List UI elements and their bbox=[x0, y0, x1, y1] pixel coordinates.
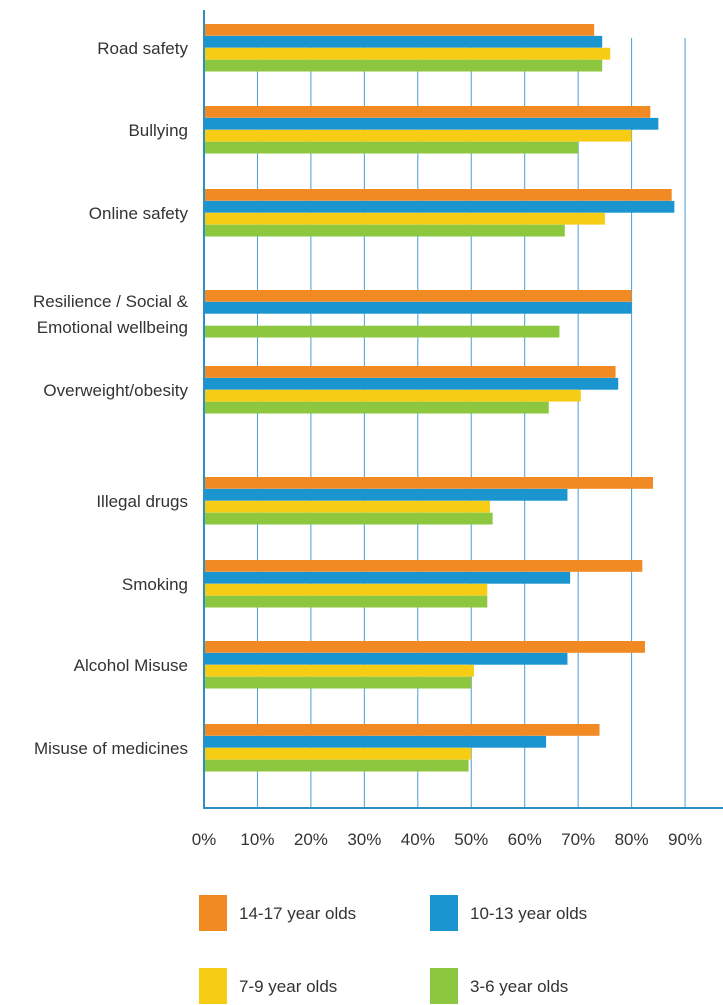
x-tick-label-50: 50% bbox=[454, 830, 488, 849]
bar-0-1 bbox=[204, 35, 603, 48]
category-label-3-line-1: Emotional wellbeing bbox=[37, 318, 188, 337]
x-tick-label-80: 80% bbox=[615, 830, 649, 849]
bar-0-3 bbox=[204, 59, 603, 72]
bar-2-0 bbox=[204, 189, 672, 201]
x-tick-label-10: 10% bbox=[240, 830, 274, 849]
bar-3-1 bbox=[204, 301, 632, 314]
legend-swatch-0 bbox=[199, 895, 227, 931]
bar-3-0 bbox=[204, 290, 632, 302]
legend-label-0: 14-17 year olds bbox=[239, 904, 356, 923]
category-label-6: Smoking bbox=[122, 575, 188, 594]
bar-4-2 bbox=[204, 389, 581, 402]
bar-8-3 bbox=[204, 759, 469, 772]
legend-label-2: 7-9 year olds bbox=[239, 977, 337, 996]
bar-5-1 bbox=[204, 488, 568, 501]
category-label-7: Alcohol Misuse bbox=[74, 656, 188, 675]
axes bbox=[203, 10, 723, 809]
bar-0-2 bbox=[204, 47, 611, 60]
legend-label-3: 3-6 year olds bbox=[470, 977, 568, 996]
category-label-5: Illegal drugs bbox=[96, 492, 188, 511]
legend-label-1: 10-13 year olds bbox=[470, 904, 587, 923]
bar-7-2 bbox=[204, 664, 474, 677]
category-label-0: Road safety bbox=[97, 39, 188, 58]
bar-6-2 bbox=[204, 583, 488, 596]
bar-7-0 bbox=[204, 641, 645, 653]
grid-lines bbox=[256, 38, 686, 808]
bar-6-0 bbox=[204, 560, 643, 572]
bar-3-3 bbox=[204, 325, 560, 338]
legend: 14-17 year olds 10-13 year olds 7-9 year o… bbox=[199, 895, 587, 1004]
bar-4-3 bbox=[204, 401, 549, 414]
bar-5-0 bbox=[204, 477, 653, 489]
bar-6-3 bbox=[204, 595, 488, 608]
x-tick-label-40: 40% bbox=[401, 830, 435, 849]
category-label-4: Overweight/obesity bbox=[43, 381, 188, 400]
bar-2-2 bbox=[204, 212, 605, 225]
bar-1-1 bbox=[204, 117, 659, 130]
bar-0-0 bbox=[204, 24, 595, 36]
legend-swatch-2 bbox=[199, 968, 227, 1004]
category-labels: Road safety Bullying Online safety Resilien… bbox=[33, 39, 189, 758]
legend-swatch-3 bbox=[430, 968, 458, 1004]
bar-1-2 bbox=[204, 129, 632, 142]
category-label-8: Misuse of medicines bbox=[34, 739, 188, 758]
bar-5-3 bbox=[204, 512, 493, 525]
x-tick-label-70: 70% bbox=[561, 830, 595, 849]
category-label-2: Online safety bbox=[89, 204, 189, 223]
bar-1-3 bbox=[204, 141, 579, 154]
x-tick-label-90: 90% bbox=[668, 830, 702, 849]
bar-7-1 bbox=[204, 652, 568, 665]
bar-8-2 bbox=[204, 747, 472, 760]
bar-8-0 bbox=[204, 724, 600, 736]
bars bbox=[204, 24, 675, 772]
x-tick-label-0: 0% bbox=[192, 830, 217, 849]
category-label-1: Bullying bbox=[128, 121, 188, 140]
x-tick-labels: 0% 10% 20% 30% 40% 50% 60% 70% 80% 90% bbox=[192, 830, 702, 849]
bar-7-3 bbox=[204, 676, 472, 689]
bar-5-2 bbox=[204, 500, 490, 513]
x-tick-label-60: 60% bbox=[508, 830, 542, 849]
bar-2-3 bbox=[204, 224, 565, 237]
bar-6-1 bbox=[204, 571, 571, 584]
bar-1-0 bbox=[204, 106, 651, 118]
x-tick-label-30: 30% bbox=[347, 830, 381, 849]
bar-8-1 bbox=[204, 735, 547, 748]
bar-2-1 bbox=[204, 200, 675, 213]
x-tick-label-20: 20% bbox=[294, 830, 328, 849]
category-label-3-line-0: Resilience / Social & bbox=[33, 292, 189, 311]
legend-swatch-1 bbox=[430, 895, 458, 931]
bar-4-1 bbox=[204, 377, 619, 390]
bar-4-0 bbox=[204, 366, 616, 378]
